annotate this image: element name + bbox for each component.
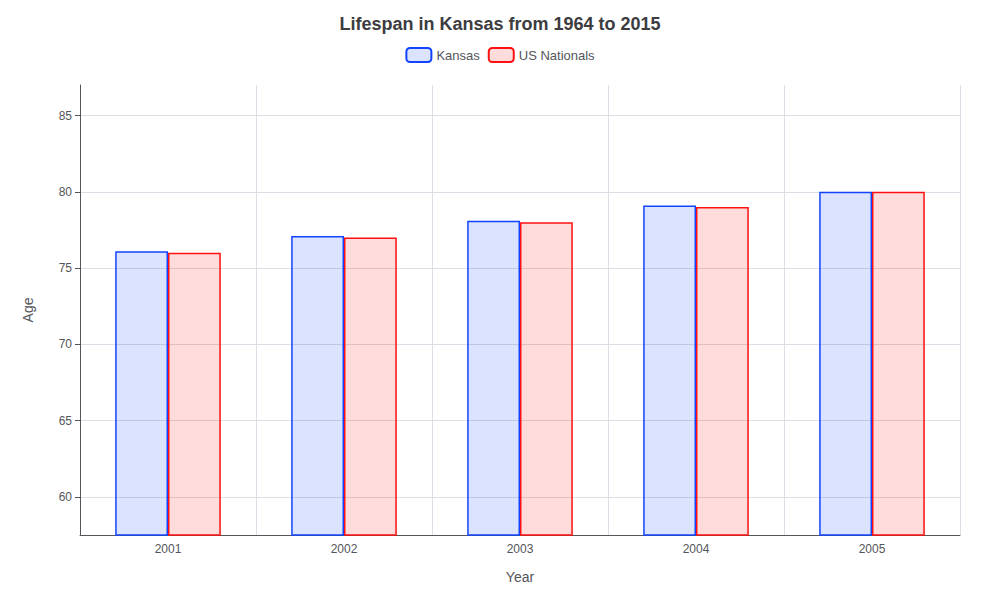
svg-text:2004: 2004 xyxy=(683,542,710,556)
svg-text:Year: Year xyxy=(506,569,535,585)
svg-text:80: 80 xyxy=(59,185,73,199)
svg-text:85: 85 xyxy=(59,109,73,123)
svg-text:Age: Age xyxy=(20,297,36,322)
svg-text:Lifespan in Kansas from 1964 t: Lifespan in Kansas from 1964 to 2015 xyxy=(339,14,660,34)
svg-text:60: 60 xyxy=(59,490,73,504)
svg-text:2001: 2001 xyxy=(155,542,182,556)
svg-text:2002: 2002 xyxy=(331,542,358,556)
svg-text:2005: 2005 xyxy=(859,542,886,556)
svg-text:65: 65 xyxy=(59,414,73,428)
svg-text:US Nationals: US Nationals xyxy=(519,48,595,63)
svg-text:Kansas: Kansas xyxy=(436,48,480,63)
svg-text:75: 75 xyxy=(59,261,73,275)
svg-text:70: 70 xyxy=(59,337,73,351)
svg-text:2003: 2003 xyxy=(507,542,534,556)
